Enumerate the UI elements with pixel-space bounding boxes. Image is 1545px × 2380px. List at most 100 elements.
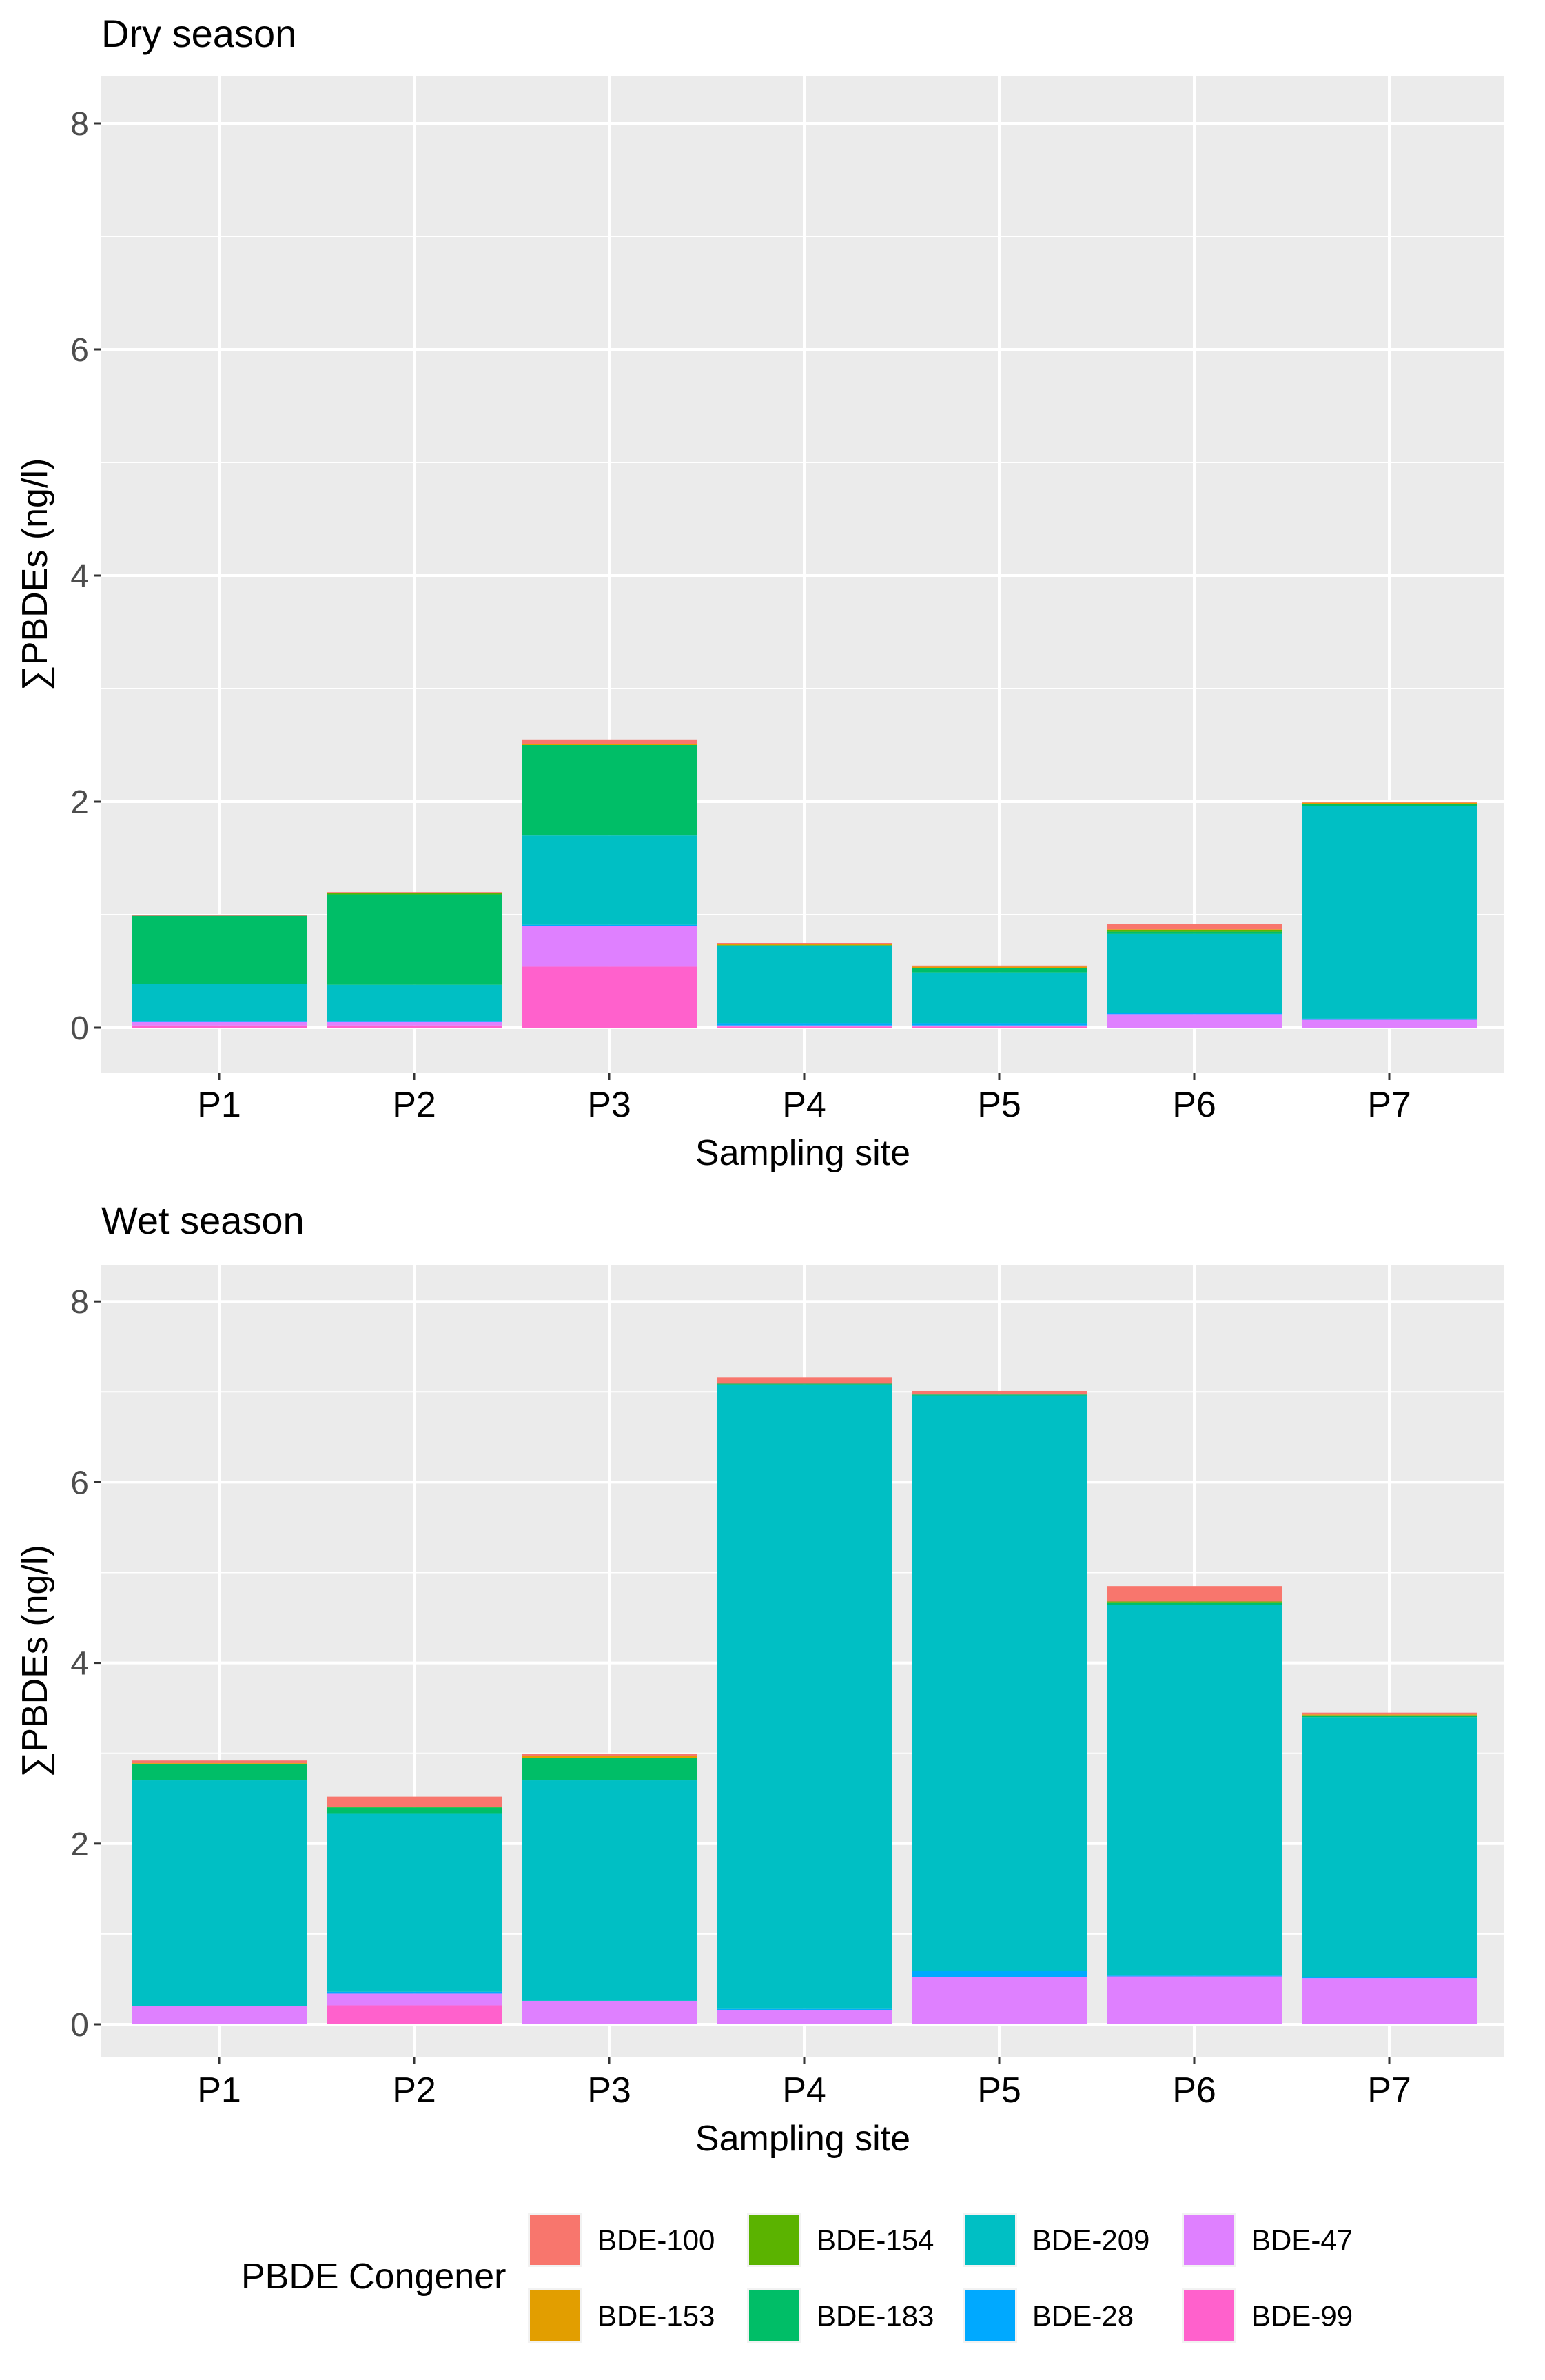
bar-segment-bde-28-p5 — [912, 1023, 1087, 1026]
bar-segment-bde-28-p6 — [1107, 1975, 1282, 1977]
bar-segment-bde-28-p3 — [522, 924, 697, 926]
y-tick-label: 6 — [70, 1465, 89, 1501]
x-tick-label: P4 — [782, 1085, 826, 1125]
bar-segment-bde-100-p2 — [327, 892, 502, 893]
x-tick-label: P1 — [197, 2071, 241, 2111]
bar-segment-bde-47-p3 — [522, 926, 697, 967]
bar-segment-bde-209-p7 — [1302, 806, 1477, 1019]
bar-segment-bde-209-p3 — [522, 835, 697, 925]
bar-segment-bde-209-p6 — [1107, 933, 1282, 1013]
bar-segment-bde-209-p4 — [717, 1384, 892, 2009]
y-tick-label: 0 — [70, 1010, 89, 1047]
bar-segment-bde-153-p7 — [1302, 1714, 1477, 1716]
bar-segment-bde-183-p3 — [522, 745, 697, 836]
legend-label: BDE-154 — [817, 2224, 934, 2257]
x-tick-label: P6 — [1172, 2071, 1216, 2111]
bar-segment-bde-99-p5 — [912, 1026, 1087, 1028]
bar-segment-bde-209-p1 — [132, 1780, 307, 2006]
legend-swatch-bde-28 — [965, 2290, 1015, 2341]
y-tick-label: 4 — [70, 558, 89, 595]
y-tick-label: 2 — [70, 1827, 89, 1863]
bar-segment-bde-209-p5 — [912, 972, 1087, 1024]
x-tick-label: P7 — [1367, 2071, 1411, 2111]
bar-segment-bde-47-p4 — [717, 2010, 892, 2024]
legend-swatch-bde-153 — [530, 2290, 580, 2341]
bar-segment-bde-47-p1 — [132, 2006, 307, 2024]
bar-segment-bde-183-p4 — [717, 1383, 892, 1385]
x-tick-label: P3 — [587, 2071, 631, 2111]
bar-segment-bde-183-p5 — [912, 968, 1087, 973]
bar-segment-bde-28-p6 — [1107, 1013, 1282, 1015]
bar-segment-bde-183-p5 — [912, 1394, 1087, 1396]
x-tick-label: P2 — [392, 2071, 436, 2111]
panel-title: Wet season — [101, 1199, 305, 1242]
x-axis-title: Sampling site — [695, 1133, 910, 1173]
y-tick-label: 6 — [70, 332, 89, 369]
bar-segment-bde-100-p4 — [717, 943, 892, 944]
bar-segment-bde-99-p2 — [327, 1025, 502, 1028]
y-tick-label: 0 — [70, 2007, 89, 2044]
y-tick-label: 2 — [70, 784, 89, 821]
bar-segment-bde-153-p4 — [717, 944, 892, 946]
bar-segment-bde-47-p7 — [1302, 1019, 1477, 1028]
legend: PBDE Congener BDE-100 BDE-153 BDE-154 BDE-18… — [241, 2213, 1353, 2343]
panel-wet: Wet season 0 2 4 6 8 P1 P2 P3 P4 P5 P6 P7 Sampling si… — [15, 1199, 1504, 2159]
bar-segment-bde-47-p6 — [1107, 1976, 1282, 2024]
legend-swatch-bde-100 — [530, 2215, 580, 2265]
bar-segment-bde-47-p6 — [1107, 1014, 1282, 1028]
bar-segment-bde-153-p3 — [522, 1756, 697, 1758]
legend-swatch-bde-99 — [1184, 2290, 1234, 2341]
bar-segment-bde-183-p6 — [1107, 1602, 1282, 1605]
x-tick-label: P5 — [977, 2071, 1021, 2111]
x-axis-title: Sampling site — [695, 2119, 910, 2159]
legend-label: BDE-47 — [1251, 2224, 1353, 2257]
legend-swatch-bde-47 — [1184, 2215, 1234, 2265]
bar-segment-bde-47-p5 — [912, 1025, 1087, 1027]
bar-segment-bde-47-p3 — [522, 2000, 697, 2024]
bar-segment-bde-47-p4 — [717, 1025, 892, 1027]
bar-segment-bde-100-p5 — [912, 965, 1087, 967]
bar-segment-bde-154-p2 — [327, 893, 502, 895]
panel-dry: Dry season 0 2 4 6 8 P1 P2 P3 P4 P5 P6 P7 Sampling si… — [15, 12, 1504, 1173]
bar-segment-bde-209-p4 — [717, 946, 892, 1024]
legend-swatch-bde-154 — [749, 2215, 799, 2265]
bar-segment-bde-209-p7 — [1302, 1717, 1477, 1977]
bar-segment-bde-28-p2 — [327, 1991, 502, 1994]
bar-segment-bde-28-p4 — [717, 1023, 892, 1026]
bar-segment-bde-28-p1 — [132, 1021, 307, 1022]
y-axis-title: ∑PBDEs (ng/l) — [15, 1545, 55, 1778]
bar-segment-bde-47-p5 — [912, 1977, 1087, 2024]
bar-segment-bde-100-p6 — [1107, 924, 1282, 930]
bar-segment-bde-209-p2 — [327, 984, 502, 1021]
panel-title: Dry season — [101, 12, 296, 55]
bar-segment-bde-153-p1 — [132, 1763, 307, 1764]
legend-swatch-bde-183 — [749, 2290, 799, 2341]
bar-segment-bde-99-p3 — [522, 966, 697, 1028]
bar-segment-bde-28-p7 — [1302, 1977, 1477, 1979]
x-tick-label: P5 — [977, 1085, 1021, 1125]
x-tick-label: P7 — [1367, 1085, 1411, 1125]
bar-segment-bde-183-p7 — [1302, 1715, 1477, 1718]
bar-segment-bde-100-p2 — [327, 1796, 502, 1807]
bar-segment-bde-28-p2 — [327, 1021, 502, 1022]
bar-segment-bde-100-p7 — [1302, 802, 1477, 803]
bar-segment-bde-99-p2 — [327, 2005, 502, 2024]
legend-label: BDE-99 — [1251, 2300, 1353, 2332]
bar-segment-bde-100-p6 — [1107, 1586, 1282, 1602]
bar-segment-bde-47-p1 — [132, 1021, 307, 1026]
bar-segment-bde-153-p7 — [1302, 802, 1477, 804]
bar-segment-bde-47-p2 — [327, 1993, 502, 2006]
bar-segment-bde-99-p1 — [132, 1025, 307, 1028]
y-tick-label: 8 — [70, 1284, 89, 1321]
bar-segment-bde-153-p5 — [912, 966, 1087, 968]
bar-segment-bde-153-p3 — [522, 744, 697, 745]
legend-label: BDE-153 — [597, 2300, 715, 2332]
bar-segment-bde-99-p4 — [717, 1026, 892, 1028]
x-tick-label: P2 — [392, 1085, 436, 1125]
bar-segment-bde-209-p2 — [327, 1813, 502, 1992]
bar-segment-bde-100-p3 — [522, 739, 697, 744]
bar-segment-bde-183-p4 — [717, 945, 892, 946]
bar-segment-bde-100-p1 — [132, 1760, 307, 1764]
bar-segment-bde-183-p3 — [522, 1758, 697, 1781]
bar-segment-bde-28-p7 — [1302, 1018, 1477, 1020]
